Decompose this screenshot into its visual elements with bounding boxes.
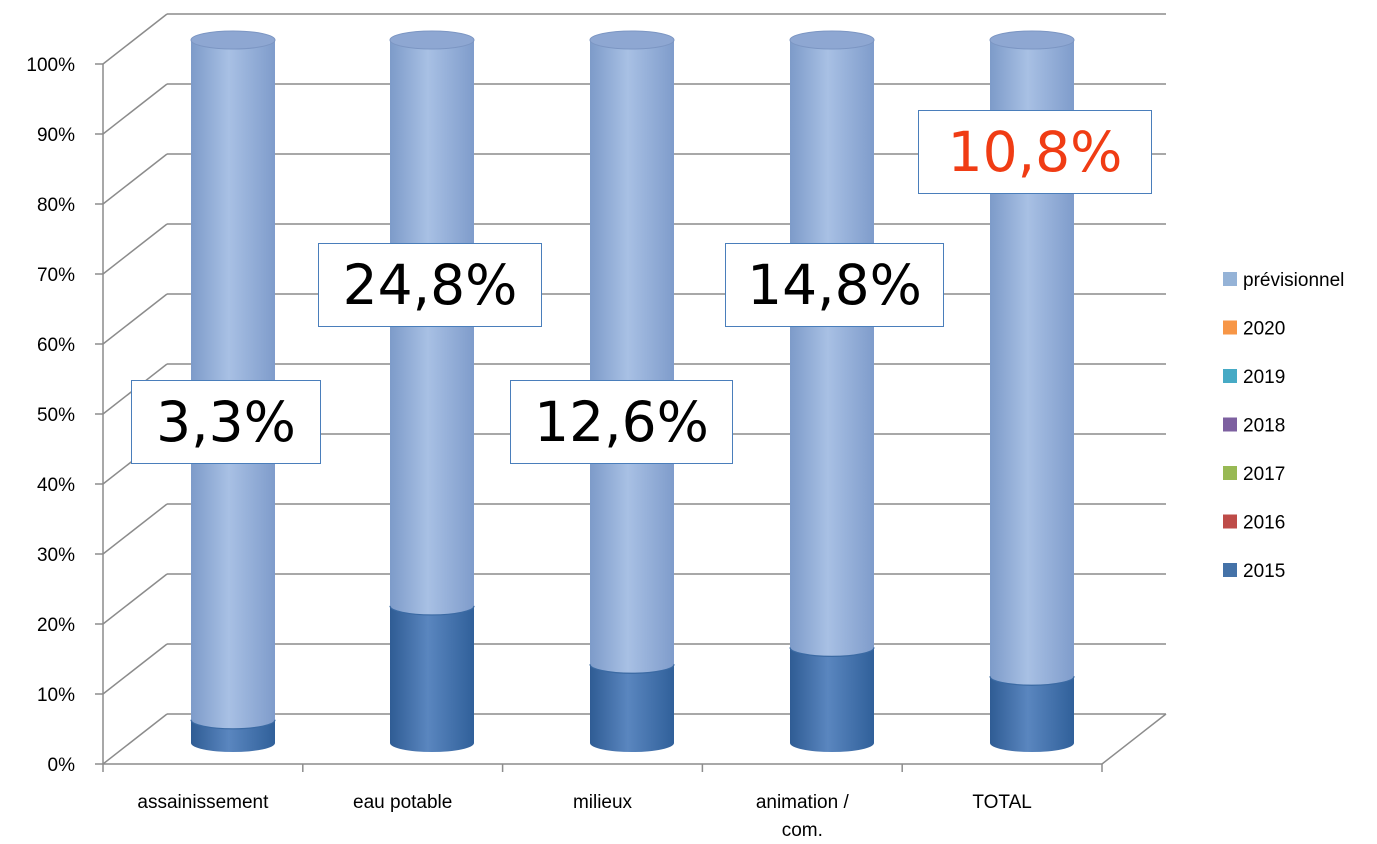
- bar-top-cap: [989, 30, 1075, 50]
- bar-previsionnel: [590, 40, 674, 674]
- annotation-label: 10,8%: [918, 110, 1152, 194]
- x-tick-label: milieux: [573, 792, 633, 813]
- bar-top-cap: [190, 30, 276, 50]
- gridline-side: [102, 153, 168, 205]
- gridline-side: [102, 83, 168, 135]
- annotation-label: 14,8%: [725, 243, 944, 327]
- annotation-label: 24,8%: [318, 243, 542, 327]
- gridline-side: [102, 293, 168, 345]
- legend-swatch: [1223, 417, 1237, 432]
- x-tick-label: animation /: [756, 792, 850, 813]
- legend-swatch: [1223, 272, 1237, 286]
- bar-segment-rim: [190, 719, 276, 730]
- bar-previsionnel: [390, 40, 474, 615]
- y-tick-label: 20%: [37, 615, 75, 636]
- bar-2015: [790, 647, 874, 752]
- bar-segment-rim: [589, 664, 675, 674]
- bar-previsionnel: [790, 40, 874, 657]
- bar-2015: [990, 676, 1074, 752]
- x-tick-label: assainissement: [137, 792, 269, 813]
- legend-label: 2020: [1243, 319, 1285, 340]
- annotation-label: 3,3%: [131, 380, 321, 464]
- annotation-label: 12,6%: [510, 380, 733, 464]
- legend-label: 2015: [1243, 561, 1285, 582]
- legend-label: 2019: [1243, 367, 1285, 388]
- bar-segment-rim: [989, 676, 1075, 686]
- bar-previsionnel: [990, 40, 1074, 686]
- legend-label: 2018: [1243, 416, 1285, 437]
- x-tick-label: com.: [782, 820, 823, 841]
- bar-2015: [590, 664, 674, 752]
- gridline-side: [102, 503, 168, 555]
- gridline-side: [102, 13, 168, 65]
- y-tick-label: 90%: [37, 125, 75, 146]
- x-tick-label: eau potable: [353, 792, 452, 813]
- y-tick-label: 0%: [48, 755, 76, 776]
- y-tick-label: 80%: [37, 195, 75, 216]
- legend-swatch: [1223, 563, 1237, 577]
- legend-label: 2017: [1243, 464, 1285, 485]
- bar-top-cap: [389, 30, 475, 50]
- legend-swatch: [1223, 369, 1237, 383]
- bar-segment-rim: [789, 647, 875, 657]
- gridline-side: [102, 573, 168, 625]
- y-tick-label: 70%: [37, 265, 75, 286]
- bar-2015: [390, 605, 474, 752]
- y-tick-label: 30%: [37, 545, 75, 566]
- gridline-side: [102, 713, 168, 765]
- y-tick-label: 50%: [37, 405, 75, 426]
- bar-segment-rim: [389, 605, 475, 616]
- legend: prévisionnel 2020 2019 2018 2017 2016 2015: [1223, 270, 1344, 582]
- y-tick-label: 40%: [37, 475, 75, 496]
- legend-swatch: [1223, 466, 1237, 480]
- y-tick-label: 10%: [37, 685, 75, 706]
- axes: 0% 10% 20% 30% 40% 50% 60% 70% 80% 90% 100% assaini…: [26, 55, 1103, 841]
- y-tick-label: 100%: [26, 55, 75, 76]
- legend-label: 2016: [1243, 513, 1285, 534]
- gridline-side: [102, 223, 168, 275]
- y-tick-label: 60%: [37, 335, 75, 356]
- floor-side: [1101, 713, 1167, 765]
- bar-top-cap: [589, 30, 675, 50]
- x-tick-label: TOTAL: [972, 792, 1031, 813]
- bar-top-cap: [789, 30, 875, 50]
- legend-label: prévisionnel: [1243, 270, 1344, 291]
- legend-swatch: [1223, 320, 1237, 335]
- gridline-side: [102, 643, 168, 695]
- legend-swatch: [1223, 514, 1237, 529]
